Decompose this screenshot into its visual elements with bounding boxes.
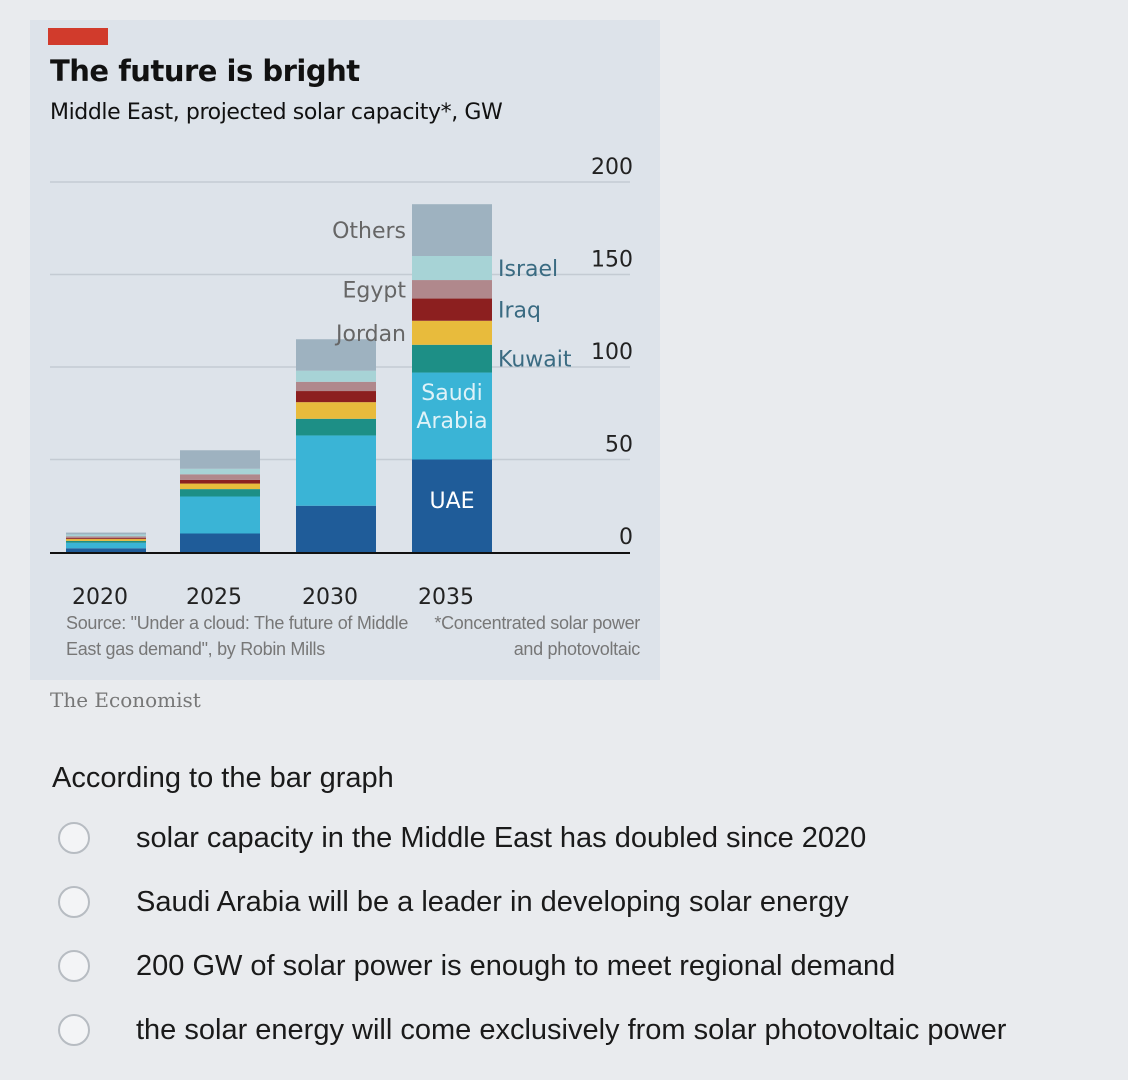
bar-segment [412,320,492,345]
x-tick-label: 2030 [302,585,358,610]
y-tick-label: 50 [605,433,633,458]
bar-segment [66,539,146,541]
bar-segment [66,540,146,543]
bar-segment [412,280,492,299]
bar-segment [66,534,146,537]
chart-subtitle: Middle East, projected solar capacity*, … [50,100,503,125]
bar-segment [180,468,260,475]
series-label: Kuwait [498,348,572,373]
bar-segment [412,459,492,552]
answer-option-3[interactable]: 200 GW of solar power is enough to meet … [58,946,895,986]
radio-button[interactable] [58,950,90,982]
bar-segment [296,370,376,382]
bar-segment [296,418,376,436]
y-tick-label: 200 [591,155,633,180]
accent-bar [48,28,108,45]
bar-segment [412,256,492,281]
bar-segment [296,381,376,392]
answer-option-label: Saudi Arabia will be a leader in develop… [136,885,849,918]
answer-option-label: solar capacity in the Middle East has do… [136,821,867,854]
series-labels: Others Egypt Jordan Israel Iraq Kuwait Saudi Ar… [332,219,572,514]
bar-segment [412,344,492,373]
radio-button[interactable] [58,1014,90,1046]
chart-panel: The future is bright Middle East, projec… [30,20,660,680]
bar-segment [296,505,376,552]
bar-segment [66,532,146,535]
x-tick-label: 2035 [418,585,474,610]
bar-segment [412,372,492,460]
x-tick-label: 2025 [186,585,242,610]
radio-button[interactable] [58,822,90,854]
bar-segment [412,298,492,321]
bar-segment [180,489,260,497]
bars [66,204,492,552]
answer-option-2[interactable]: Saudi Arabia will be a leader in develop… [58,882,849,922]
axes: 0 50 100 150 200 2020 2025 2030 2035 [50,155,633,610]
y-tick-label: 0 [619,525,633,550]
y-tick-label: 150 [591,248,633,273]
publisher-brand: The Economist [50,688,201,712]
series-label: Israel [498,257,558,282]
question-prompt: According to the bar graph [52,762,394,794]
bar-segment [66,538,146,540]
series-label: Jordan [334,322,406,347]
radio-button[interactable] [58,886,90,918]
series-label: Arabia [416,409,487,434]
series-label: Iraq [498,299,541,324]
answer-option-4[interactable]: the solar energy will come exclusively f… [58,1010,1006,1050]
bar-segment [180,474,260,480]
series-label: Egypt [343,278,407,303]
answer-option-label: the solar energy will come exclusively f… [136,1013,1007,1046]
bar-segment [412,204,492,256]
bar-segment [296,339,376,371]
bar-segment [66,548,146,552]
chart-title: The future is bright [50,54,360,88]
series-label: Others [332,219,406,244]
bar-segment [296,391,376,403]
bar-segment [180,450,260,469]
bar-segment [296,402,376,419]
answer-option-1[interactable]: solar capacity in the Middle East has do… [58,818,866,858]
footnote: *Concentrated solar power and photovolta… [434,613,640,659]
bar-segment [180,483,260,490]
bar-segment [180,496,260,534]
bar-segment [66,542,146,549]
bar-segment [180,479,260,484]
source-note: Source: "Under a cloud: The future of Mi… [66,613,409,659]
bar-segment [180,533,260,552]
y-tick-label: 100 [591,340,633,365]
stacked-bar-chart: Others Egypt Jordan Israel Iraq Kuwait Saudi Ar… [50,155,633,610]
x-tick-label: 2020 [72,585,128,610]
answer-option-label: 200 GW of solar power is enough to meet … [136,949,896,982]
bar-segment [296,435,376,506]
series-label: UAE [429,489,474,514]
bar-segment [66,536,146,539]
series-label: Saudi [421,381,482,406]
